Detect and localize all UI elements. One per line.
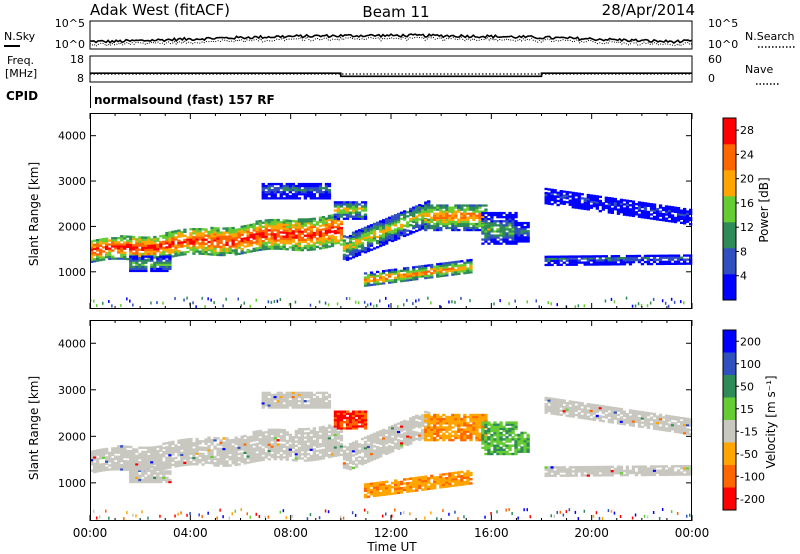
freq-panel (89, 55, 693, 83)
noise-traces (89, 33, 693, 47)
noise-right-bottom: 10^0 (708, 38, 738, 51)
power-colorbar-swatch (723, 118, 736, 145)
xtick-label: 00:00 (73, 526, 108, 540)
power-ytick-label: 2000 (58, 220, 86, 233)
freq-label-1: Freq. (7, 54, 34, 67)
power-colorbar-tick-label: 24 (740, 148, 754, 161)
velocity-ytick-label: 2000 (58, 430, 86, 443)
xtick-label: 00:00 (675, 526, 710, 540)
freq-traces (90, 72, 692, 78)
velocity-colorbar-swatch (723, 375, 736, 398)
xtick-label: 04:00 (173, 526, 208, 540)
power-colorbar-label: Power [dB] (757, 177, 771, 242)
noise-left-bottom: 10^0 (55, 38, 85, 51)
velocity-colorbar-swatch (723, 397, 736, 421)
x-axis-label: Time UT (366, 540, 417, 554)
noise-panel (89, 20, 693, 50)
xtick-label: 16:00 (474, 526, 509, 540)
freq-right-top: 60 (708, 53, 722, 66)
power-ytick-label: 3000 (58, 175, 86, 188)
velocity-colorbar-tick-label: -100 (740, 470, 765, 483)
velocity-colorbar-swatch (723, 487, 736, 511)
velocity-colorbar-tick-label: -15 (740, 425, 758, 438)
freq-left-bottom: 8 (77, 72, 84, 85)
velocity-colorbar-tick-label: 15 (740, 403, 754, 416)
frequency-line (90, 72, 692, 78)
beam-title: Beam 11 (362, 3, 429, 21)
velocity-colorbar-tick-label: -50 (740, 448, 758, 461)
station-title: Adak West (fitACF) (90, 1, 230, 19)
velocity-colorbar-swatch (723, 352, 736, 376)
velocity-y-label: Slant Range [km] (27, 376, 41, 480)
xtick-label: 12:00 (374, 526, 409, 540)
power-colorbar-swatch (723, 274, 736, 301)
xtick-label: 08:00 (273, 526, 308, 540)
power-colorbar-tick-label: 28 (740, 124, 754, 137)
power-ytick-label: 4000 (58, 130, 86, 143)
power-panel: 1000 2000 3000 4000 (58, 113, 693, 309)
power-cells (90, 182, 693, 309)
power-ytick-label: 1000 (58, 266, 86, 279)
nsky-label: N.Sky (4, 30, 36, 43)
power-colorbar-tick-label: 12 (740, 221, 754, 234)
velocity-colorbar-swatch (723, 420, 736, 443)
velocity-colorbar-tick-label: 200 (740, 335, 761, 348)
nave-label: Nave (745, 63, 773, 76)
xtick-label: 20:00 (574, 526, 609, 540)
cpid-label: CPID (6, 89, 38, 103)
power-colorbar-swatch (723, 170, 736, 197)
velocity-colorbar-tick-label: -200 (740, 493, 765, 506)
power-colorbar-swatch (723, 222, 736, 249)
noise-left-top: 10^5 (55, 17, 85, 30)
velocity-ytick-label: 4000 (58, 337, 86, 350)
velocity-panel: 1000 2000 3000 4000 (58, 320, 693, 521)
power-colorbar-tick-label: 4 (740, 270, 747, 283)
time-axis: 00:00 04:00 08:00 12:00 16:00 20:00 00:00 (73, 526, 710, 540)
power-colorbar-swatch (723, 144, 736, 171)
date-title: 28/Apr/2014 (602, 1, 695, 19)
power-colorbar-swatch (723, 196, 736, 223)
velocity-ytick-label: 1000 (58, 477, 86, 490)
freq-label-2: [MHz] (5, 67, 37, 80)
velocity-ytick-label: 3000 (58, 384, 86, 397)
power-colorbar-swatch (723, 248, 736, 275)
velocity-colorbar-swatch (723, 442, 736, 466)
velocity-colorbar-swatch (723, 330, 736, 353)
cpid-value: normalsound (fast) 157 RF (94, 93, 275, 107)
noise-sky-line (89, 33, 693, 44)
velocity-colorbar-swatch (723, 465, 736, 488)
power-y-label: Slant Range [km] (27, 162, 41, 266)
velocity-colorbar-tick-label: 100 (740, 358, 761, 371)
power-colorbar: 4 8 12 16 20 24 28 (722, 117, 754, 301)
power-colorbar-tick-label: 8 (740, 245, 747, 258)
velocity-colorbar: 200 100 50 15 -15 -50 -100 -200 (722, 329, 765, 511)
nsearch-label: N.Search (745, 30, 795, 43)
noise-right-top: 10^5 (708, 17, 738, 30)
velocity-cells (90, 391, 693, 521)
velocity-colorbar-label: Velocity [m s⁻¹] (764, 375, 778, 468)
freq-left-top: 18 (70, 53, 84, 66)
freq-right-bottom: 0 (708, 72, 715, 85)
velocity-colorbar-tick-label: 50 (740, 380, 754, 393)
power-colorbar-tick-label: 16 (740, 197, 754, 210)
power-colorbar-tick-label: 20 (740, 173, 754, 186)
